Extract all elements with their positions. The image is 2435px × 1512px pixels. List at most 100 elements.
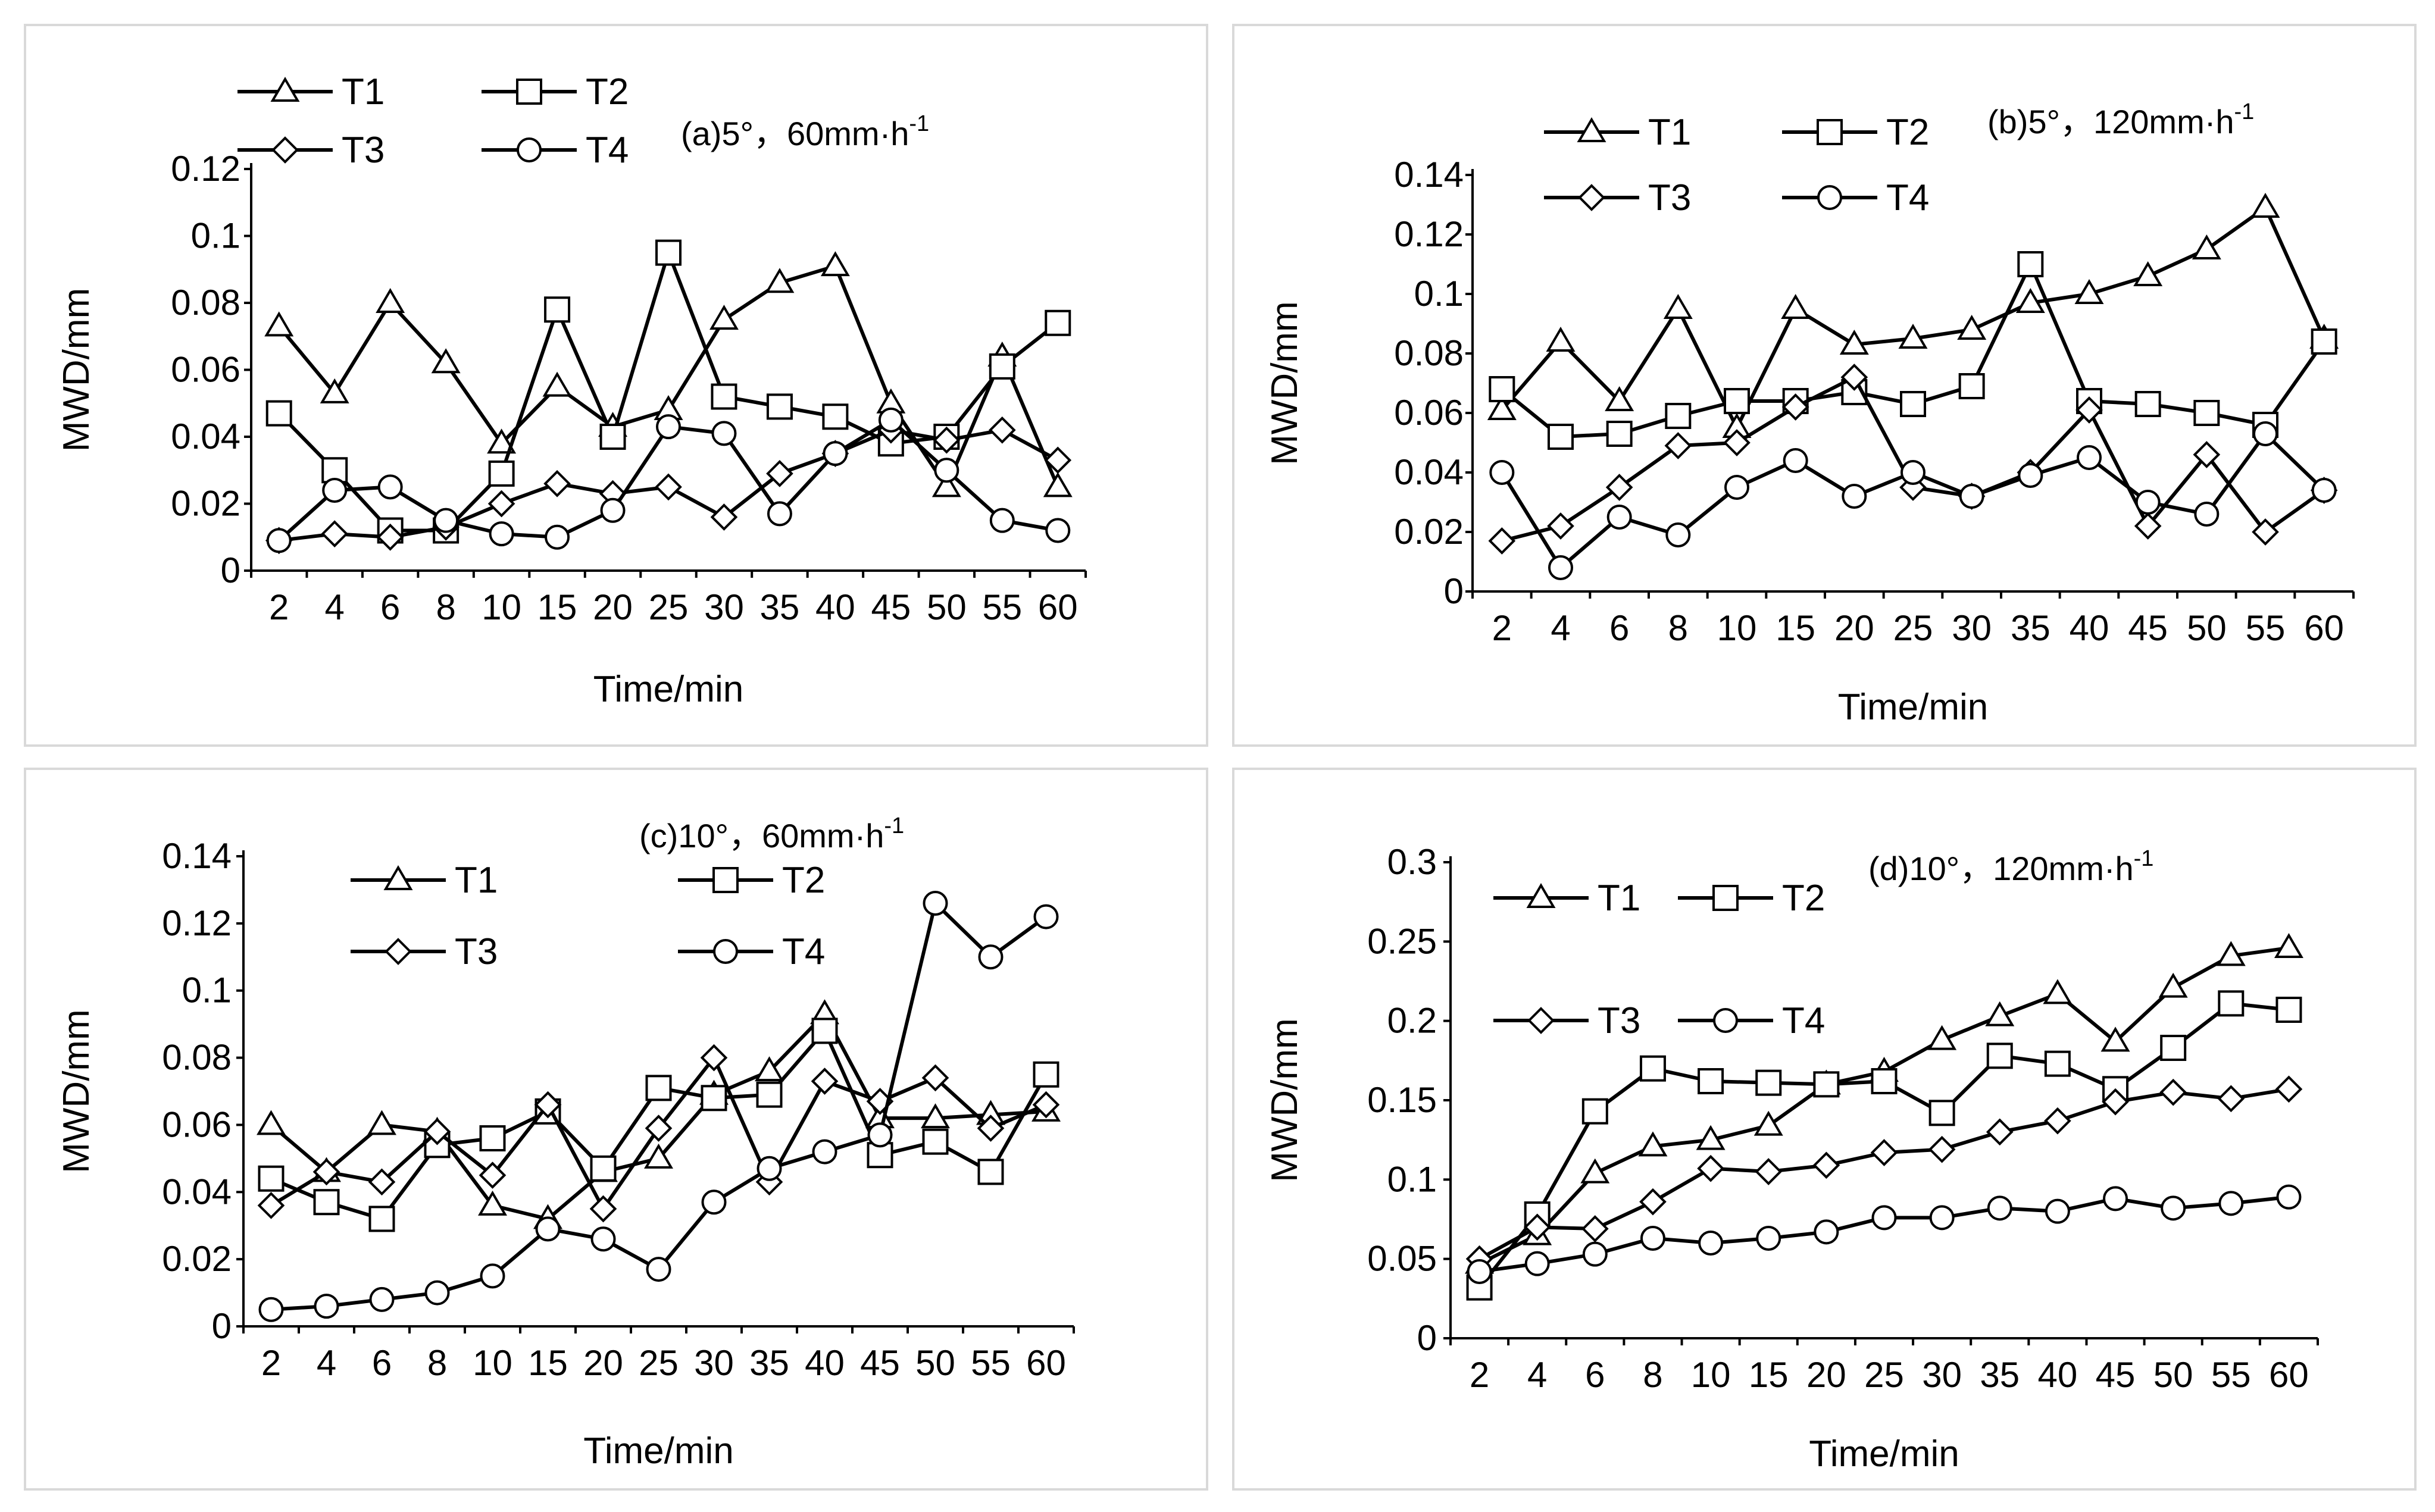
x-tick-label: 30 xyxy=(1922,1355,1962,1395)
data-point-t3 xyxy=(2159,1078,2187,1106)
data-point-t4 xyxy=(2276,1184,2302,1210)
legend-label-t4: T4 xyxy=(1782,1000,1825,1041)
legend-label-t4: T4 xyxy=(782,931,825,972)
x-tick-label: 55 xyxy=(2246,608,2286,648)
x-tick-label: 8 xyxy=(1668,608,1688,648)
data-point-t3 xyxy=(368,1168,396,1196)
data-point-t4 xyxy=(1489,460,1515,485)
x-axis-title: Time/min xyxy=(593,669,744,710)
data-point-t3 xyxy=(1044,446,1072,474)
data-point-t2 xyxy=(2275,997,2302,1023)
panel-title: (d)10°，120mm·h-1 xyxy=(1868,846,2153,887)
x-tick-label: 60 xyxy=(1026,1343,1066,1383)
legend-marker-diamond xyxy=(271,136,299,164)
legend-label-t2: T2 xyxy=(1782,878,1825,919)
data-point-t4 xyxy=(424,1280,450,1306)
x-tick-label: 60 xyxy=(1038,587,1078,627)
data-point-t3 xyxy=(1664,432,1692,459)
data-point-t3 xyxy=(1755,1158,1783,1185)
x-tick-label: 20 xyxy=(593,587,633,627)
series-t2 xyxy=(258,1018,1059,1232)
x-tick-label: 30 xyxy=(1952,608,1992,648)
data-point-t1 xyxy=(478,1190,507,1216)
y-tick-label: 0.06 xyxy=(171,350,240,390)
panel-title: (a)5°，60mm·h-1 xyxy=(681,111,929,152)
data-point-t2 xyxy=(655,239,682,266)
data-point-t2 xyxy=(590,1155,617,1182)
data-point-t4 xyxy=(1987,1195,2012,1221)
x-tick-label: 25 xyxy=(1864,1355,1904,1395)
y-tick-label: 0.14 xyxy=(162,836,232,876)
data-point-t2 xyxy=(313,1189,340,1216)
data-point-t3 xyxy=(376,523,404,551)
data-point-t1 xyxy=(1580,1158,1610,1184)
legend-marker-circle xyxy=(517,137,542,162)
data-point-t1 xyxy=(2158,972,2188,998)
data-point-t1 xyxy=(1638,1131,1668,1157)
legend-label-t4: T4 xyxy=(586,130,629,171)
x-tick-label: 50 xyxy=(2153,1355,2193,1395)
legend-label-t3: T3 xyxy=(455,931,498,972)
panel-title: (b)5°，120mm·h-1 xyxy=(1987,99,2254,140)
data-point-t3 xyxy=(700,1044,728,1072)
data-point-t4 xyxy=(823,441,848,467)
data-point-t2 xyxy=(2017,251,2044,277)
x-tick-label: 10 xyxy=(473,1343,512,1383)
data-point-t3 xyxy=(1723,429,1751,456)
legend: T1 T2 T3 T4 xyxy=(237,71,629,171)
x-tick-label: 4 xyxy=(317,1343,336,1383)
y-tick-label: 0.1 xyxy=(1414,274,1464,314)
x-tick-label: 55 xyxy=(971,1343,1011,1383)
legend-item-t2: T2 xyxy=(1782,112,1929,153)
legend-item-t1: T1 xyxy=(351,860,498,901)
x-tick-label: 30 xyxy=(694,1343,734,1383)
data-point-t4 xyxy=(2194,502,2220,527)
data-point-t4 xyxy=(1665,522,1691,547)
data-point-t3 xyxy=(766,460,793,487)
data-point-t3 xyxy=(1605,474,1633,501)
data-point-t4 xyxy=(377,474,403,500)
data-point-t4 xyxy=(646,1257,671,1282)
legend-label-t3: T3 xyxy=(1598,1000,1640,1041)
data-point-t4 xyxy=(923,891,948,916)
y-tick-label: 0.05 xyxy=(1367,1239,1437,1279)
data-point-t3 xyxy=(710,503,738,531)
legend-label-t1: T1 xyxy=(1648,112,1691,153)
data-point-t1 xyxy=(2216,941,2246,966)
data-point-t4 xyxy=(878,407,904,433)
y-axis-title: MWD/mm xyxy=(56,1009,97,1173)
legend-item-t2: T2 xyxy=(678,860,825,901)
data-point-t2 xyxy=(989,353,1015,380)
data-point-t3 xyxy=(479,1162,507,1189)
y-tick-label: 0.04 xyxy=(162,1172,232,1212)
data-point-t2 xyxy=(1489,376,1515,402)
y-tick-label: 0.14 xyxy=(1394,155,1464,195)
data-point-t2 xyxy=(1548,424,1574,450)
y-tick-label: 0.08 xyxy=(171,283,240,323)
data-point-t4 xyxy=(433,508,459,533)
data-point-t4 xyxy=(1548,555,1573,580)
y-tick-label: 0.02 xyxy=(162,1239,232,1279)
chart-b-svg: 0 0.02 0.04 0.06 0.08 0.1 0.12 0.14 2 4 6 8 10 15 20 25… xyxy=(1264,99,2355,728)
x-tick-label: 10 xyxy=(1717,608,1757,648)
data-point-t1 xyxy=(644,1143,673,1169)
data-point-t1 xyxy=(1927,1025,1957,1050)
data-point-t3 xyxy=(811,1068,839,1095)
data-point-t2 xyxy=(977,1159,1004,1185)
legend: T1 T2 T3 T4 xyxy=(351,860,825,972)
data-point-t2 xyxy=(701,1085,727,1112)
x-tick-label: 4 xyxy=(1551,608,1570,648)
y-tick-label: 0.15 xyxy=(1367,1080,1437,1120)
data-point-t4 xyxy=(757,1156,782,1181)
data-point-t4 xyxy=(2161,1195,2186,1221)
y-tick-label: 0.06 xyxy=(162,1104,232,1144)
data-point-t4 xyxy=(1756,1226,1781,1251)
legend-label-t3: T3 xyxy=(342,130,385,171)
chart-d-svg: 0 0.05 0.1 0.15 0.2 0.25 0.3 2 4 6 8 10 15 20 25 30 35 40… xyxy=(1264,842,2319,1475)
legend-label-t1: T1 xyxy=(342,71,385,112)
x-axis-title: Time/min xyxy=(1809,1433,1959,1475)
data-point-t4 xyxy=(1929,1205,1955,1231)
x-tick-label: 20 xyxy=(1834,608,1874,648)
data-point-t3 xyxy=(1781,393,1809,421)
series-t4 xyxy=(258,891,1059,1322)
